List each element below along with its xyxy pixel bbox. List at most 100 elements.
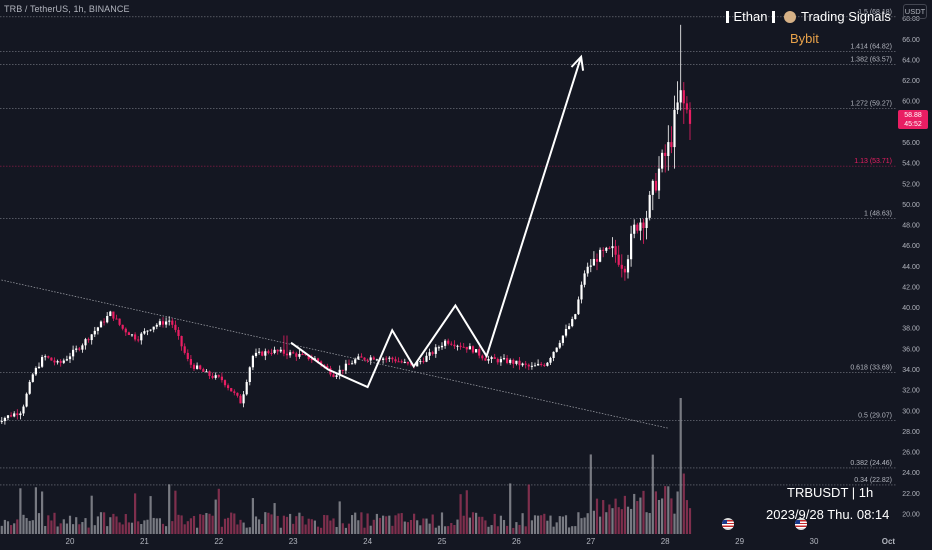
volume-bar: [285, 516, 289, 534]
candle-body: [682, 90, 685, 104]
volume-bar: [161, 523, 165, 534]
candle-body: [391, 357, 394, 360]
volume-bar: [50, 520, 53, 534]
symbol-header[interactable]: TRB / TetherUS, 1h, BINANCE: [4, 4, 130, 14]
volume-bar: [301, 516, 304, 534]
volume-bar: [626, 506, 630, 534]
volume-bar: [459, 494, 462, 534]
candle-body: [490, 357, 493, 360]
us-flag-icon[interactable]: [722, 518, 734, 530]
volume-bar: [140, 524, 143, 534]
candle-body: [400, 361, 403, 363]
candle-body: [158, 321, 161, 325]
candle-body: [431, 352, 434, 354]
candle-body: [509, 359, 512, 363]
volume-bar: [273, 503, 276, 534]
candle-body: [642, 222, 645, 229]
candle-body: [478, 349, 481, 356]
volume-bar: [478, 516, 481, 534]
price-tick-label: 38.00: [902, 326, 920, 333]
volume-bar: [174, 490, 177, 534]
volume-bar: [363, 527, 366, 534]
candle-body: [152, 326, 155, 330]
candle-body: [602, 249, 605, 251]
candle-body: [121, 324, 124, 329]
candle-body: [62, 360, 65, 363]
candle-body: [530, 365, 533, 367]
volume-bar: [47, 515, 50, 534]
candle-body: [202, 369, 205, 372]
candle-body: [161, 321, 165, 325]
candle-body: [574, 314, 577, 320]
price-tick-label: 36.00: [902, 346, 920, 353]
volume-bar: [602, 500, 605, 534]
volume-bar: [279, 527, 282, 534]
candle-body: [310, 359, 313, 361]
candle-body: [620, 264, 623, 269]
volume-bar: [25, 518, 28, 534]
candle-body: [543, 364, 546, 366]
us-flag-icon[interactable]: [795, 518, 807, 530]
time-tick-label: 30: [810, 537, 819, 546]
volume-bar: [254, 516, 258, 534]
candle-body: [189, 359, 192, 365]
volume-bar: [332, 518, 335, 534]
candle-body: [499, 359, 502, 363]
candle-body: [137, 339, 140, 341]
candle-body: [360, 356, 363, 358]
candle-body: [375, 359, 378, 361]
volume-bar: [109, 517, 112, 534]
volume-bar: [130, 522, 134, 534]
volume-bar: [403, 521, 406, 534]
candle-body: [403, 361, 406, 363]
candle-body: [645, 217, 648, 229]
volume-bar: [217, 488, 220, 534]
volume-bar: [121, 524, 124, 534]
time-tick-label: Oct: [882, 537, 896, 546]
price-tick-label: 44.00: [902, 264, 920, 271]
candle-body: [450, 343, 453, 345]
volume-bar: [214, 499, 217, 534]
volume-bar: [276, 515, 279, 534]
candle-body: [41, 357, 44, 367]
candle-body: [444, 340, 447, 346]
volume-bar: [527, 484, 530, 534]
volume-bar: [84, 518, 87, 534]
candle-body: [118, 318, 121, 325]
volume-bar: [183, 524, 186, 534]
volume-bar: [41, 491, 44, 534]
candle-body: [78, 348, 81, 350]
candle-body: [409, 363, 413, 365]
candle-body: [589, 265, 592, 267]
candle-body: [633, 224, 636, 234]
volume-bar: [149, 496, 152, 534]
projection-path: [290, 56, 583, 389]
volume-bars: [0, 398, 692, 534]
candle-body: [527, 364, 530, 367]
currency-button[interactable]: USDT: [903, 4, 927, 19]
volume-bar: [10, 525, 13, 534]
price-axis[interactable]: 20.00 22.00 24.00 26.00 28.00 30.00 32.00 34.00…: [902, 16, 920, 518]
volume-bar: [96, 516, 99, 534]
time-axis[interactable]: 20 21 22 23 24 25 26 27 28 29 30 Oct: [66, 537, 896, 546]
price-tick-label: 32.00: [902, 388, 920, 395]
candle-body: [205, 371, 208, 373]
candle-body: [261, 351, 264, 356]
candle-body: [174, 324, 177, 330]
price-tick-label: 68.00: [902, 16, 920, 23]
candle-body: [273, 349, 276, 353]
volume-bar: [502, 520, 506, 534]
candle-body: [654, 180, 657, 191]
volume-bar: [75, 517, 78, 534]
volume-bar: [59, 523, 62, 534]
candle-body: [487, 359, 490, 361]
candle-body: [112, 311, 115, 319]
candle-body: [44, 356, 47, 358]
candle-body: [146, 330, 149, 332]
time-tick-label: 27: [586, 537, 595, 546]
candle-body: [363, 357, 366, 360]
volume-bar: [313, 520, 316, 534]
candle-body: [552, 351, 555, 358]
candle-body: [251, 355, 254, 368]
